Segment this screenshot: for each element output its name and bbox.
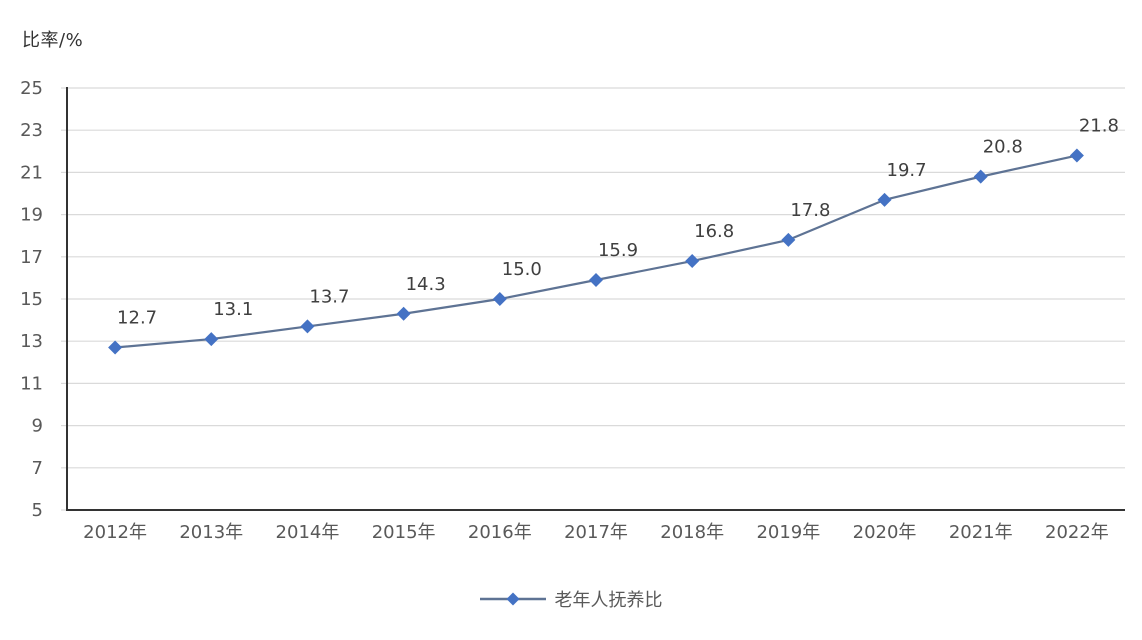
data-point-marker: [492, 292, 507, 306]
data-point-marker: [396, 306, 411, 321]
data-point-marker: [877, 192, 892, 207]
y-tick-label: 19: [20, 205, 43, 226]
y-tick-label: 15: [20, 289, 43, 310]
x-tick-label: 2015年: [372, 522, 436, 543]
data-point-marker: [685, 254, 700, 269]
line-chart-canvas: 5 7 9 11 13 15 17 19 21 23 25 12.7 13.1 13.7 14.3 15.0 1…: [20, 78, 1125, 543]
y-tick-label: 7: [32, 458, 43, 479]
y-tick-label: 5: [32, 500, 43, 521]
x-tick-label: 2022年: [1045, 522, 1109, 543]
data-point-marker: [108, 340, 123, 355]
data-point-marker: [300, 319, 315, 334]
y-tick-label: 21: [20, 162, 43, 183]
data-label: 13.1: [213, 299, 253, 320]
data-point-marker: [973, 169, 988, 184]
data-point-marker: [1069, 148, 1084, 163]
data-label: 15.9: [598, 240, 638, 261]
data-point-marker: [781, 232, 796, 247]
data-label: 21.8: [1079, 116, 1119, 137]
y-tick-label: 9: [32, 416, 43, 437]
series-line: [114, 154, 1078, 349]
legend-line-marker-icon: [479, 592, 546, 606]
data-label: 17.8: [790, 200, 830, 221]
data-label: 12.7: [117, 308, 157, 329]
y-axis-title: 比率/%: [22, 30, 84, 51]
data-label: 13.7: [309, 286, 349, 307]
data-label: 14.3: [406, 274, 446, 295]
y-tick-label: 25: [20, 78, 43, 99]
x-tick-label: 2020年: [853, 522, 917, 543]
legend-diamond-icon: [506, 592, 519, 606]
data-label: 15.0: [502, 259, 542, 280]
y-tick-label: 11: [20, 373, 43, 394]
data-label: 19.7: [887, 160, 927, 181]
y-tick-label: 23: [20, 120, 43, 141]
y-tick-label: 13: [20, 331, 43, 352]
x-tick-label: 2019年: [756, 522, 820, 543]
x-tick-label: 2021年: [949, 522, 1013, 543]
x-tick-label: 2013年: [179, 522, 243, 543]
x-tick-label: 2016年: [468, 522, 532, 543]
data-point-marker: [589, 273, 603, 288]
legend: 老年人抚养比: [0, 586, 1142, 612]
x-tick-label: 2017年: [564, 522, 628, 543]
x-tick-label: 2018年: [660, 522, 724, 543]
y-tick-label: 17: [20, 247, 43, 268]
data-label: 20.8: [983, 137, 1023, 158]
x-tick-label: 2012年: [83, 522, 147, 543]
data-point-marker: [204, 332, 219, 347]
data-label: 16.8: [694, 221, 734, 242]
x-tick-label: 2014年: [276, 522, 340, 543]
legend-series-label: 老年人抚养比: [554, 590, 663, 611]
